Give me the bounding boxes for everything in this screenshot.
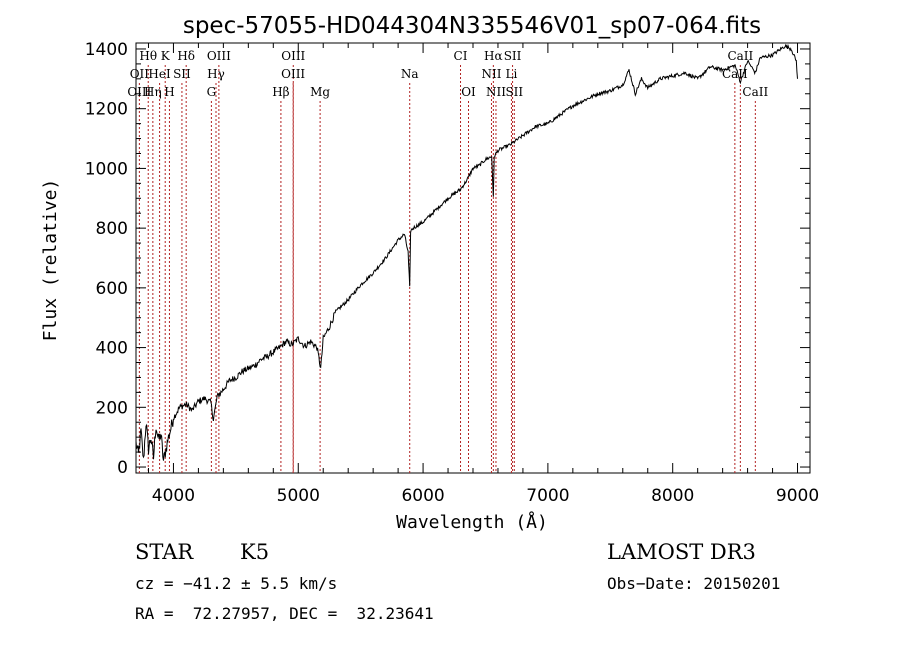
x-axis-ticks: 4000 5000 6000 7000 8000 9000 — [147, 43, 819, 506]
x-tick-label-7000: 7000 — [526, 486, 569, 506]
redshift-cz: cz = −41.2 ± 5.5 km/s — [135, 574, 338, 593]
line-label-19: Hη — [144, 85, 162, 99]
line-label-7: SII — [504, 49, 522, 63]
line-label-6: Hα — [484, 49, 503, 63]
plot-frame — [135, 42, 811, 474]
line-label-24: OI — [461, 85, 476, 99]
y-tick-label-200: 200 — [96, 398, 128, 418]
line-label-8: CaII — [727, 49, 753, 63]
line-label-5: CI — [454, 49, 468, 63]
y-tick-label-1200: 1200 — [85, 100, 128, 120]
object-type: STAR — [135, 540, 194, 564]
line-label-1: K — [161, 49, 171, 63]
line-label-12: Hγ — [207, 67, 225, 81]
line-label-3: OIII — [207, 49, 231, 63]
x-tick-label-8000: 8000 — [651, 486, 694, 506]
line-label-21: G — [207, 85, 217, 99]
y-tick-label-0: 0 — [117, 458, 128, 478]
line-label-20: H — [164, 85, 174, 99]
line-label-0: Hθ — [139, 49, 157, 63]
line-label-9: OII — [130, 67, 150, 81]
x-tick-label-4000: 4000 — [152, 486, 195, 506]
y-tick-label-600: 600 — [96, 279, 128, 299]
x-axis-label: Wavelength (Å) — [396, 511, 548, 533]
coordinates: RA = 72.27957, DEC = 32.23641 — [135, 604, 434, 623]
line-label-13: OIII — [281, 67, 305, 81]
y-axis-ticks: 0 200 400 600 800 1000 1200 1400 — [85, 40, 810, 478]
line-label-14: Na — [401, 67, 419, 81]
observation-date: Obs−Date: 20150201 — [607, 574, 781, 593]
line-label-25: NII — [486, 85, 506, 99]
line-label-22: Hβ — [272, 85, 289, 99]
line-label-26: SII — [505, 85, 523, 99]
line-label-4: OIII — [281, 49, 305, 63]
y-tick-label-1000: 1000 — [85, 159, 128, 179]
chart-title: spec-57055-HD044304N335546V01_sp07-064.f… — [183, 13, 761, 39]
line-label-16: Li — [506, 67, 518, 81]
flux-series-line — [135, 43, 798, 461]
y-tick-label-400: 400 — [96, 339, 128, 359]
x-tick-label-6000: 6000 — [401, 486, 444, 506]
line-label-18: OIII — [127, 85, 151, 99]
x-tick-label-9000: 9000 — [776, 486, 819, 506]
line-label-27: CaII — [742, 85, 768, 99]
line-label-10: HeI — [148, 67, 171, 81]
survey-name: LAMOST DR3 — [607, 540, 756, 564]
line-label-2: Hδ — [177, 49, 195, 63]
y-tick-label-1400: 1400 — [85, 40, 128, 60]
line-label-23: Mg — [310, 85, 330, 99]
object-subclass: K5 — [240, 540, 270, 564]
line-label-15: NII — [481, 67, 501, 81]
spectral-line-markers — [138, 65, 756, 473]
x-tick-label-5000: 5000 — [277, 486, 320, 506]
y-tick-label-800: 800 — [96, 219, 128, 239]
line-label-11: SII — [173, 67, 191, 81]
y-axis-label: Flux (relative) — [40, 179, 61, 342]
